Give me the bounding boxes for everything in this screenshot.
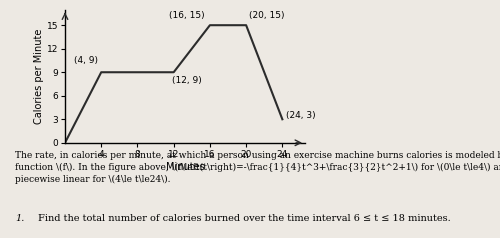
Text: The rate, in calories per minute, at which a person using an exercise machine bu: The rate, in calories per minute, at whi… [15,151,500,184]
Text: (12, 9): (12, 9) [172,76,202,85]
Text: 1.: 1. [15,214,24,223]
Text: (4, 9): (4, 9) [74,56,98,65]
Text: (24, 3): (24, 3) [286,111,316,120]
X-axis label: Minutes: Minutes [166,162,204,172]
Y-axis label: Calories per Minute: Calories per Minute [34,29,44,124]
Text: (16, 15): (16, 15) [169,11,204,20]
Text: Find the total number of calories burned over the time interval 6 ≤ t ≤ 18 minut: Find the total number of calories burned… [38,214,450,223]
Text: (20, 15): (20, 15) [249,11,284,20]
